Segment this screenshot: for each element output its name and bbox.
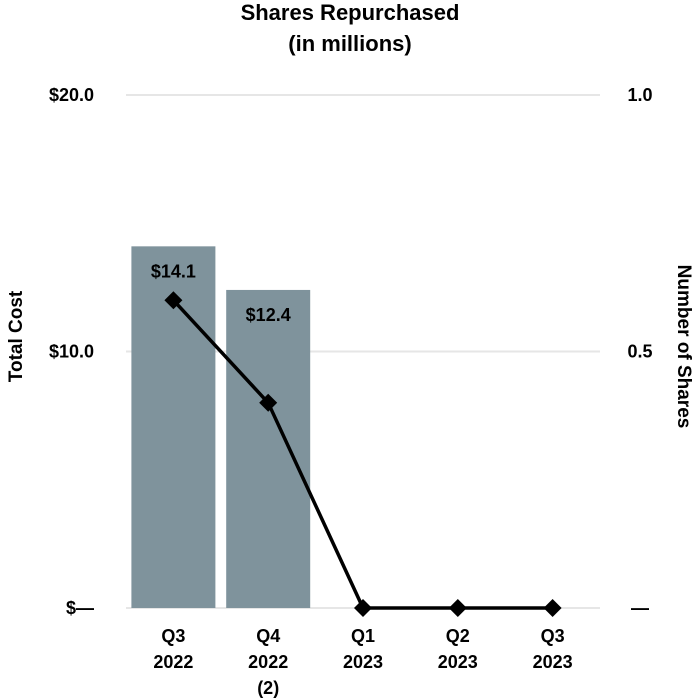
x-tick-label: Q1 [351,626,375,646]
shares-marker [448,599,467,617]
x-tick-label: Q4 [256,626,280,646]
y-tick-label: $10.0 [49,342,94,362]
y-axis-title: Total Cost [6,290,27,382]
y2-tick-label: — [631,598,649,618]
chart-title: Shares Repurchased [240,0,460,25]
bar-data-label: $12.4 [246,305,291,325]
y2-axis-title: Number of Shares [673,265,694,429]
bar [226,289,311,608]
y-tick-label: $20.0 [49,85,94,105]
x-tick-label: 2022 [153,652,193,672]
shares-marker [259,393,278,412]
x-tick-label: 2023 [533,652,573,672]
chart-subtitle: (in millions) [288,31,412,56]
x-tick-label: 2023 [438,652,478,672]
y2-tick-label: 1.0 [627,85,652,105]
x-tick-label: Q3 [541,626,565,646]
shares-marker [354,599,372,617]
y-tick-label: $— [66,598,94,618]
shares-marker [543,599,562,617]
bar-data-label: $14.1 [151,261,196,281]
shares-marker [164,291,183,310]
x-tick-label: Q2 [446,626,470,646]
x-tick-label: 2022 [248,652,288,672]
x-tick-label: Q3 [161,626,185,646]
y2-tick-label: 0.5 [627,342,652,362]
x-tick-label: 2023 [343,652,383,672]
x-tick-label: (2) [257,678,279,698]
